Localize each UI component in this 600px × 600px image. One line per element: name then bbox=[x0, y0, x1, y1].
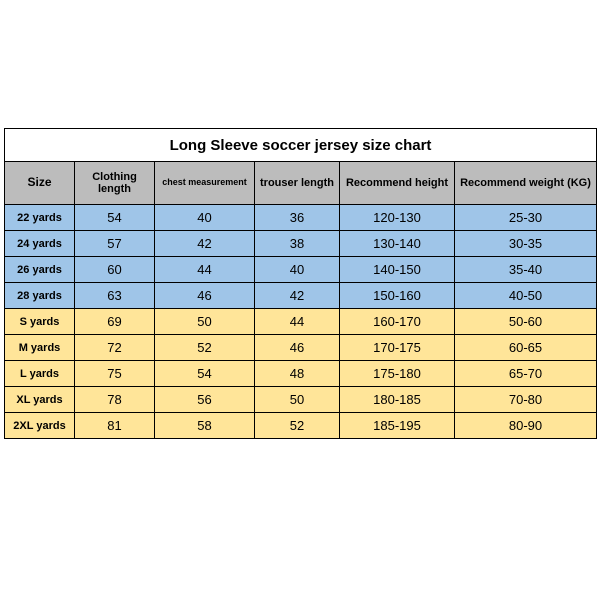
size-cell: M yards bbox=[5, 335, 75, 361]
table-row: M yards725246170-17560-65 bbox=[5, 335, 597, 361]
value-cell: 70-80 bbox=[455, 387, 597, 413]
table-head: Long Sleeve soccer jersey size chart Siz… bbox=[5, 129, 597, 205]
value-cell: 46 bbox=[255, 335, 340, 361]
value-cell: 69 bbox=[75, 309, 155, 335]
value-cell: 60 bbox=[75, 257, 155, 283]
table-row: L yards755448175-18065-70 bbox=[5, 361, 597, 387]
value-cell: 50-60 bbox=[455, 309, 597, 335]
value-cell: 57 bbox=[75, 231, 155, 257]
size-cell: 2XL yards bbox=[5, 413, 75, 439]
value-cell: 30-35 bbox=[455, 231, 597, 257]
value-cell: 160-170 bbox=[340, 309, 455, 335]
value-cell: 52 bbox=[255, 413, 340, 439]
size-cell: 24 yards bbox=[5, 231, 75, 257]
header-row: Size Clothing length chest measurement t… bbox=[5, 162, 597, 205]
value-cell: 40 bbox=[255, 257, 340, 283]
size-cell: L yards bbox=[5, 361, 75, 387]
value-cell: 54 bbox=[155, 361, 255, 387]
value-cell: 150-160 bbox=[340, 283, 455, 309]
value-cell: 50 bbox=[255, 387, 340, 413]
col-header-chest: chest measurement bbox=[155, 162, 255, 205]
col-header-trouser: trouser length bbox=[255, 162, 340, 205]
value-cell: 25-30 bbox=[455, 205, 597, 231]
table-title: Long Sleeve soccer jersey size chart bbox=[5, 129, 597, 162]
table-row: 28 yards634642150-16040-50 bbox=[5, 283, 597, 309]
table-row: 26 yards604440140-15035-40 bbox=[5, 257, 597, 283]
value-cell: 38 bbox=[255, 231, 340, 257]
value-cell: 185-195 bbox=[340, 413, 455, 439]
value-cell: 50 bbox=[155, 309, 255, 335]
value-cell: 60-65 bbox=[455, 335, 597, 361]
table-row: XL yards785650180-18570-80 bbox=[5, 387, 597, 413]
col-header-rec-weight: Recommend weight (KG) bbox=[455, 162, 597, 205]
col-header-size: Size bbox=[5, 162, 75, 205]
size-chart-table: Long Sleeve soccer jersey size chart Siz… bbox=[4, 128, 597, 439]
table-body: 22 yards544036120-13025-3024 yards574238… bbox=[5, 205, 597, 439]
value-cell: 78 bbox=[75, 387, 155, 413]
value-cell: 81 bbox=[75, 413, 155, 439]
value-cell: 42 bbox=[155, 231, 255, 257]
value-cell: 40 bbox=[155, 205, 255, 231]
value-cell: 58 bbox=[155, 413, 255, 439]
value-cell: 56 bbox=[155, 387, 255, 413]
size-cell: 26 yards bbox=[5, 257, 75, 283]
value-cell: 40-50 bbox=[455, 283, 597, 309]
value-cell: 140-150 bbox=[340, 257, 455, 283]
value-cell: 42 bbox=[255, 283, 340, 309]
value-cell: 180-185 bbox=[340, 387, 455, 413]
title-row: Long Sleeve soccer jersey size chart bbox=[5, 129, 597, 162]
table-row: S yards695044160-17050-60 bbox=[5, 309, 597, 335]
size-cell: 22 yards bbox=[5, 205, 75, 231]
table-row: 24 yards574238130-14030-35 bbox=[5, 231, 597, 257]
table-row: 22 yards544036120-13025-30 bbox=[5, 205, 597, 231]
value-cell: 54 bbox=[75, 205, 155, 231]
value-cell: 130-140 bbox=[340, 231, 455, 257]
value-cell: 35-40 bbox=[455, 257, 597, 283]
size-cell: 28 yards bbox=[5, 283, 75, 309]
value-cell: 36 bbox=[255, 205, 340, 231]
value-cell: 46 bbox=[155, 283, 255, 309]
value-cell: 65-70 bbox=[455, 361, 597, 387]
value-cell: 52 bbox=[155, 335, 255, 361]
value-cell: 44 bbox=[155, 257, 255, 283]
value-cell: 63 bbox=[75, 283, 155, 309]
size-cell: XL yards bbox=[5, 387, 75, 413]
value-cell: 75 bbox=[75, 361, 155, 387]
canvas: Long Sleeve soccer jersey size chart Siz… bbox=[0, 0, 600, 600]
value-cell: 44 bbox=[255, 309, 340, 335]
value-cell: 72 bbox=[75, 335, 155, 361]
col-header-clothing: Clothing length bbox=[75, 162, 155, 205]
value-cell: 120-130 bbox=[340, 205, 455, 231]
value-cell: 175-180 bbox=[340, 361, 455, 387]
value-cell: 170-175 bbox=[340, 335, 455, 361]
value-cell: 80-90 bbox=[455, 413, 597, 439]
size-cell: S yards bbox=[5, 309, 75, 335]
table-row: 2XL yards815852185-19580-90 bbox=[5, 413, 597, 439]
col-header-rec-height: Recommend height bbox=[340, 162, 455, 205]
value-cell: 48 bbox=[255, 361, 340, 387]
